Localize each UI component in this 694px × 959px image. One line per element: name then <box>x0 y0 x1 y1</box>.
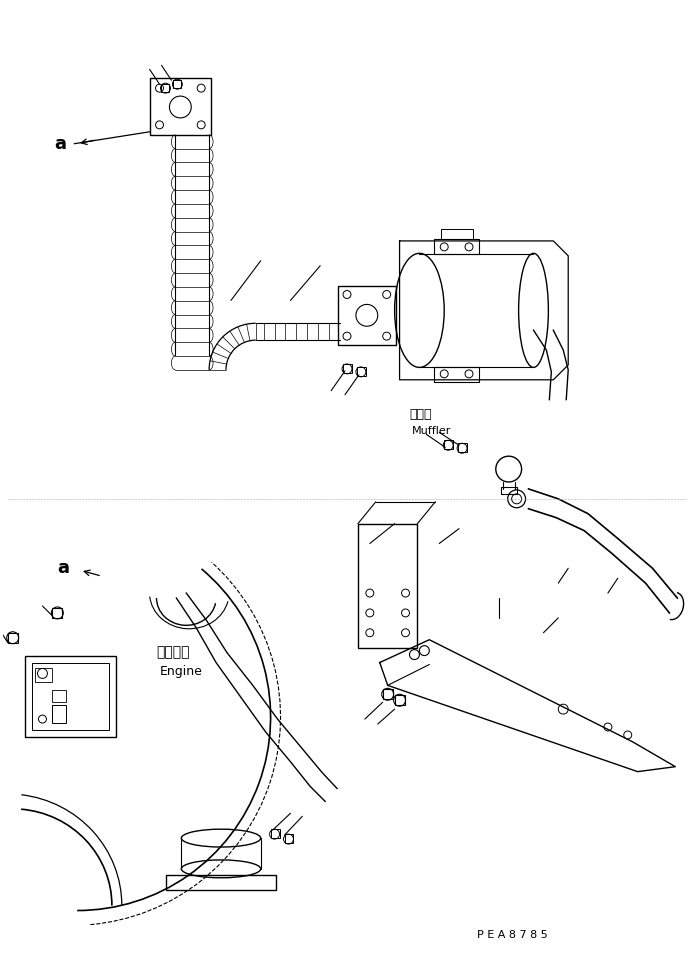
Text: Muffler: Muffler <box>412 427 451 436</box>
Bar <box>150 79 211 135</box>
Bar <box>174 81 181 88</box>
Bar <box>441 229 473 239</box>
Bar <box>285 834 294 843</box>
Bar <box>338 286 396 345</box>
Bar <box>52 608 62 618</box>
Bar <box>458 443 467 453</box>
Bar <box>501 487 516 494</box>
Bar <box>434 367 479 382</box>
Text: a: a <box>54 134 67 152</box>
Bar <box>24 656 116 737</box>
Text: a: a <box>58 559 69 577</box>
Bar <box>35 668 52 683</box>
Bar <box>52 705 66 723</box>
Text: マフラ: マフラ <box>409 408 432 421</box>
Bar <box>162 84 169 92</box>
Text: P E A 8 7 8 5: P E A 8 7 8 5 <box>477 930 548 940</box>
Bar <box>167 875 276 890</box>
Bar <box>358 524 417 647</box>
Text: エンジン: エンジン <box>157 645 190 660</box>
Bar <box>8 633 17 643</box>
Bar <box>52 690 66 702</box>
Bar <box>343 363 352 373</box>
Bar <box>382 690 393 699</box>
Bar <box>395 695 405 705</box>
Bar <box>434 239 479 254</box>
Bar <box>444 440 453 449</box>
Bar <box>357 367 366 376</box>
Text: Engine: Engine <box>160 665 203 678</box>
Bar <box>271 830 280 838</box>
Bar <box>31 663 109 730</box>
